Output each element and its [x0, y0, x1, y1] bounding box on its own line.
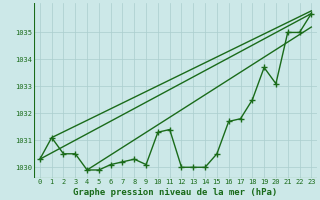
- X-axis label: Graphe pression niveau de la mer (hPa): Graphe pression niveau de la mer (hPa): [74, 188, 278, 197]
